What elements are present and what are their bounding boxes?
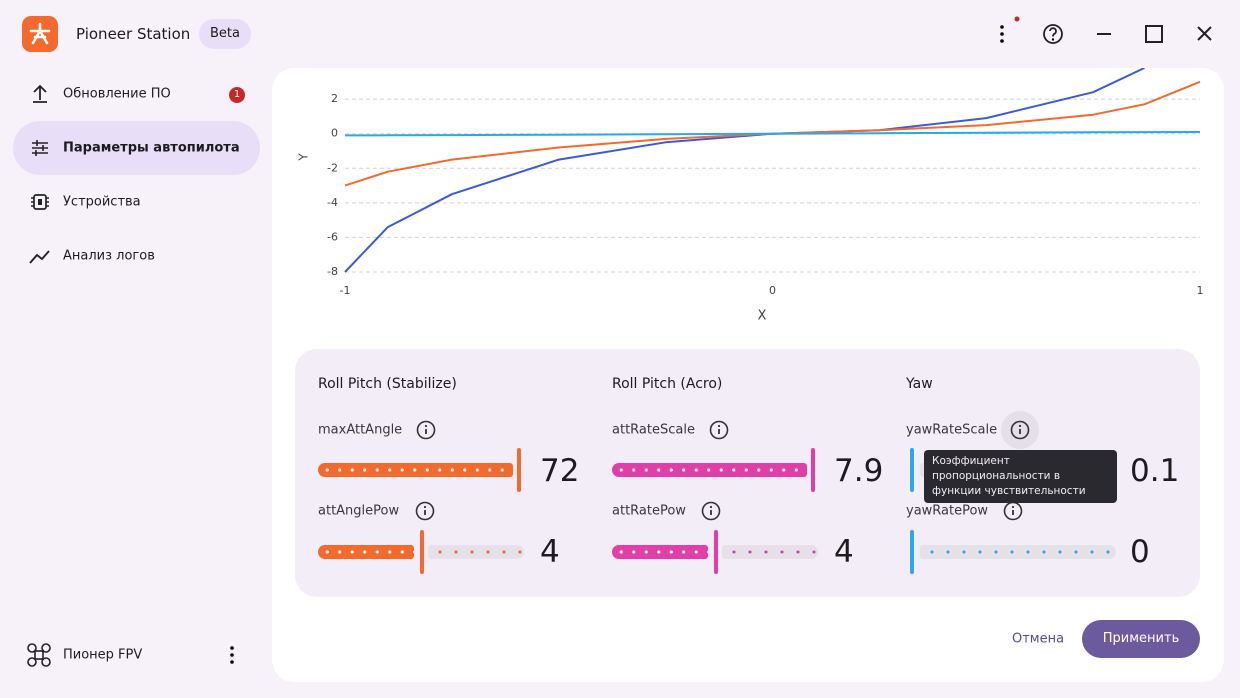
nav-selected-bg: [13, 121, 260, 175]
param-name: attRateScale: [612, 422, 695, 438]
nav-item[interactable]: Обновление ПО: [63, 86, 171, 102]
slider[interactable]: [318, 530, 524, 574]
param-name: maxAttAngle: [318, 422, 403, 438]
cancel-button[interactable]: Отмена: [1011, 631, 1065, 647]
x-tick-label: -1: [340, 284, 351, 297]
y-tick-label: 0: [331, 127, 338, 140]
param-name: yawRateScale: [906, 422, 998, 438]
param-value: 4: [540, 534, 560, 570]
param-name: attRatePow: [612, 503, 686, 519]
device-name[interactable]: Пионер FPV: [63, 647, 143, 663]
param-value: 0.1: [1130, 453, 1180, 489]
help-button[interactable]: [1043, 24, 1063, 44]
section-title: Roll Pitch (Stabilize): [318, 376, 457, 392]
info-button[interactable]: [414, 500, 436, 522]
param-name: yawRatePow: [906, 503, 989, 519]
maximize-button[interactable]: [1145, 25, 1163, 43]
info-button[interactable]: [708, 419, 730, 441]
nav-item[interactable]: Параметры автопилота: [63, 140, 240, 156]
info-button[interactable]: [415, 419, 437, 441]
y-tick-label: -2: [327, 161, 338, 174]
y-tick-label: -6: [327, 230, 338, 243]
slider[interactable]: [910, 530, 1116, 574]
slider[interactable]: [612, 448, 818, 492]
apply-button[interactable]: Применить: [1082, 620, 1200, 658]
x-axis-label: X: [758, 309, 767, 324]
slider[interactable]: [318, 448, 524, 492]
device-menu[interactable]: [225, 643, 239, 667]
line-series: [344, 131, 1201, 137]
logo-icon: [29, 22, 51, 45]
nav-icons: [29, 84, 50, 264]
y-tick-label: 2: [331, 92, 338, 105]
x-tick-label: 0: [769, 284, 776, 297]
param-value: 0: [1130, 534, 1150, 570]
close-button[interactable]: [1197, 26, 1212, 41]
param-name: attAnglePow: [318, 503, 400, 519]
param-value: 4: [834, 534, 854, 570]
app-name: Pioneer Station: [76, 25, 191, 43]
window-controls: [1000, 16, 1212, 44]
nav-badge: 1: [229, 87, 245, 103]
beta-badge: Beta: [199, 19, 251, 49]
app-logo: [22, 16, 58, 52]
slider[interactable]: [612, 530, 818, 574]
chart: X Y 2 0 -2 -4 -6 -8-1 0 1: [297, 68, 1204, 324]
info-button[interactable]: [700, 500, 722, 522]
menu-button[interactable]: [1000, 16, 1020, 43]
info-button[interactable]: [1002, 500, 1024, 522]
param-value: 7.9: [834, 453, 884, 489]
param-value: 72: [540, 453, 580, 489]
nav-item[interactable]: Устройства: [63, 194, 141, 210]
line-series: [344, 68, 1145, 273]
section-title: Yaw: [906, 376, 933, 392]
y-tick-label: -4: [327, 196, 338, 209]
y-tick-label: -8: [327, 265, 338, 278]
info-button[interactable]: [1009, 419, 1031, 441]
section-title: Roll Pitch (Acro): [612, 376, 723, 392]
nav-item[interactable]: Анализ логов: [63, 248, 155, 264]
x-tick-label: 1: [1197, 284, 1204, 297]
tooltip: Коэффициент пропорциональности в функции…: [924, 450, 1117, 503]
drone-icon: [27, 643, 51, 667]
y-axis-label: Y: [297, 153, 311, 162]
